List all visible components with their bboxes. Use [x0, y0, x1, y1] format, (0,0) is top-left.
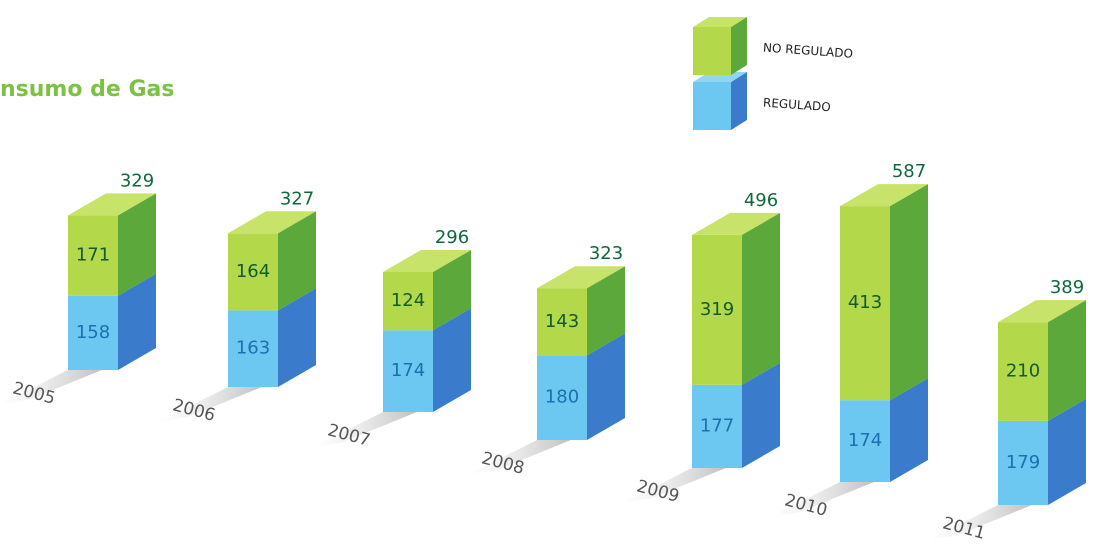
legend-label: REGULADO: [763, 96, 832, 115]
bar-side: [742, 362, 780, 468]
total-label: 496: [744, 190, 778, 211]
total-label: 389: [1050, 277, 1084, 298]
bar-segment: [537, 288, 587, 356]
bar-side: [742, 212, 780, 385]
data-label: 319: [700, 299, 734, 320]
legend-swatch-side: [731, 72, 747, 130]
data-label: 143: [545, 311, 579, 332]
bar-top: [998, 300, 1086, 323]
data-label: 413: [848, 292, 882, 313]
bar-segment: [228, 310, 278, 387]
data-label: 180: [545, 387, 579, 408]
bar-side: [118, 273, 156, 370]
bar-segment: [840, 206, 890, 401]
data-label: 158: [76, 322, 110, 343]
bar-segment: [840, 400, 890, 482]
bar-side: [890, 184, 928, 401]
data-label: 124: [391, 290, 425, 311]
data-label: 179: [1006, 452, 1040, 473]
bar-segment: [228, 233, 278, 311]
bar-side: [278, 288, 316, 387]
bar-side: [433, 308, 471, 412]
bar-side: [278, 211, 316, 311]
total-label: 587: [892, 161, 926, 182]
bar-segment: [383, 271, 433, 331]
bar-segment: [537, 355, 587, 440]
total-label: 329: [120, 170, 154, 191]
legend-swatch: [693, 27, 731, 75]
bar-side: [1048, 300, 1086, 421]
bar-top: [228, 211, 316, 234]
legend-label: NO REGULADO: [763, 41, 854, 61]
bar-segment: [998, 420, 1048, 505]
bar-side: [1048, 398, 1086, 505]
legend-swatch-side: [731, 17, 747, 75]
data-label: 177: [700, 415, 734, 436]
bar-side: [890, 378, 928, 482]
data-label: 171: [76, 245, 110, 266]
legend-swatch-top: [693, 17, 747, 27]
bar-side: [433, 249, 471, 331]
bar-segment: [68, 295, 118, 370]
total-label: 323: [589, 243, 623, 264]
chart-title: nsumo de Gas: [0, 77, 174, 102]
bar-top: [383, 249, 471, 272]
data-label: 174: [848, 430, 882, 451]
bar-segment: [68, 215, 118, 296]
total-label: 296: [435, 227, 469, 248]
bar-side: [587, 333, 625, 440]
data-label: 164: [236, 261, 270, 282]
bar-segment: [383, 330, 433, 412]
bar-segment: [998, 322, 1048, 421]
bar-top: [692, 212, 780, 235]
bar-top: [537, 266, 625, 289]
bar-segment: [692, 234, 742, 385]
bar-side: [118, 193, 156, 296]
legend-swatch: [693, 82, 731, 130]
data-label: 210: [1006, 361, 1040, 382]
bar-segment: [692, 384, 742, 468]
bar-top: [68, 193, 156, 216]
bar-top: [840, 184, 928, 207]
bar-side: [587, 266, 625, 356]
data-label: 174: [391, 360, 425, 381]
total-label: 327: [280, 188, 314, 209]
data-label: 163: [236, 338, 270, 359]
